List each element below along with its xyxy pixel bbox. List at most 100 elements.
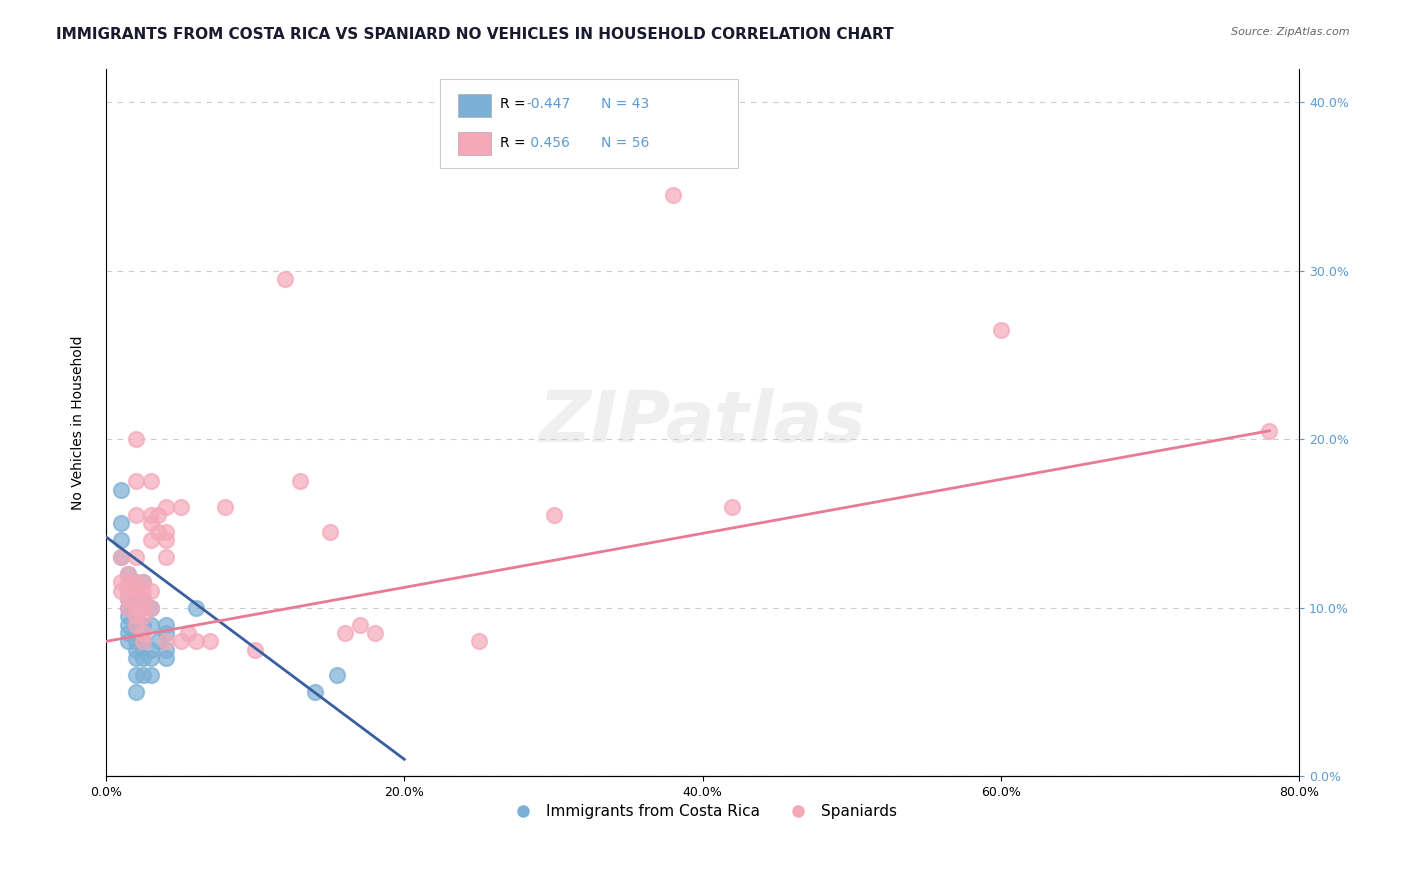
- Text: R =: R =: [499, 136, 530, 150]
- Point: [326, 668, 349, 682]
- Point: [117, 609, 139, 624]
- Point: [110, 550, 132, 565]
- Point: [117, 626, 139, 640]
- Point: [721, 500, 744, 514]
- Point: [125, 609, 148, 624]
- Point: [148, 508, 170, 522]
- Point: [125, 642, 148, 657]
- Point: [139, 600, 162, 615]
- Point: [155, 550, 177, 565]
- Point: [132, 634, 155, 648]
- Point: [125, 600, 148, 615]
- Point: [139, 583, 162, 598]
- Point: [139, 642, 162, 657]
- Point: [125, 634, 148, 648]
- Point: [125, 668, 148, 682]
- Text: IMMIGRANTS FROM COSTA RICA VS SPANIARD NO VEHICLES IN HOUSEHOLD CORRELATION CHAR: IMMIGRANTS FROM COSTA RICA VS SPANIARD N…: [56, 27, 894, 42]
- Point: [117, 583, 139, 598]
- Point: [132, 609, 155, 624]
- Point: [125, 550, 148, 565]
- Point: [117, 600, 139, 615]
- Point: [125, 685, 148, 699]
- Point: [125, 626, 148, 640]
- Point: [125, 617, 148, 632]
- Point: [200, 634, 222, 648]
- Point: [110, 550, 132, 565]
- Point: [155, 626, 177, 640]
- Point: [139, 600, 162, 615]
- Point: [349, 617, 371, 632]
- Point: [288, 475, 311, 489]
- Point: [132, 651, 155, 665]
- Point: [132, 592, 155, 607]
- Point: [132, 617, 155, 632]
- Point: [990, 323, 1012, 337]
- Text: -0.447: -0.447: [526, 97, 571, 111]
- Point: [543, 508, 565, 522]
- Point: [132, 600, 155, 615]
- Point: [125, 651, 148, 665]
- Point: [132, 592, 155, 607]
- Point: [110, 516, 132, 531]
- Point: [155, 500, 177, 514]
- Point: [177, 626, 200, 640]
- Point: [155, 651, 177, 665]
- Point: [132, 668, 155, 682]
- Point: [125, 475, 148, 489]
- Point: [139, 651, 162, 665]
- Point: [125, 432, 148, 446]
- Bar: [458, 132, 492, 155]
- Point: [155, 642, 177, 657]
- Point: [132, 634, 155, 648]
- Point: [169, 634, 191, 648]
- Point: [117, 592, 139, 607]
- Point: [169, 500, 191, 514]
- Text: ZIPatlas: ZIPatlas: [538, 388, 866, 457]
- Point: [125, 575, 148, 590]
- Point: [139, 668, 162, 682]
- Text: N = 43: N = 43: [602, 97, 650, 111]
- Point: [148, 634, 170, 648]
- Point: [155, 524, 177, 539]
- Point: [125, 583, 148, 598]
- Point: [110, 575, 132, 590]
- Text: R =: R =: [499, 97, 530, 111]
- Point: [139, 533, 162, 548]
- Point: [139, 617, 162, 632]
- FancyBboxPatch shape: [440, 79, 738, 168]
- Point: [155, 634, 177, 648]
- Point: [1258, 424, 1281, 438]
- Point: [125, 583, 148, 598]
- Point: [110, 583, 132, 598]
- Point: [468, 634, 491, 648]
- Text: 0.456: 0.456: [526, 136, 569, 150]
- Point: [139, 508, 162, 522]
- Point: [333, 626, 356, 640]
- Point: [132, 583, 155, 598]
- Point: [117, 575, 139, 590]
- Point: [132, 575, 155, 590]
- Point: [125, 508, 148, 522]
- Point: [132, 575, 155, 590]
- Point: [363, 626, 385, 640]
- Point: [184, 600, 207, 615]
- Point: [125, 617, 148, 632]
- Point: [155, 617, 177, 632]
- Point: [274, 272, 297, 286]
- Point: [155, 533, 177, 548]
- Point: [117, 583, 139, 598]
- Point: [117, 634, 139, 648]
- Point: [148, 524, 170, 539]
- Point: [184, 634, 207, 648]
- Point: [125, 609, 148, 624]
- Point: [110, 533, 132, 548]
- Point: [139, 516, 162, 531]
- Point: [214, 500, 236, 514]
- Point: [125, 592, 148, 607]
- Point: [304, 685, 326, 699]
- Text: N = 56: N = 56: [602, 136, 650, 150]
- Point: [125, 600, 148, 615]
- Point: [319, 524, 342, 539]
- Bar: [458, 94, 492, 117]
- Point: [117, 617, 139, 632]
